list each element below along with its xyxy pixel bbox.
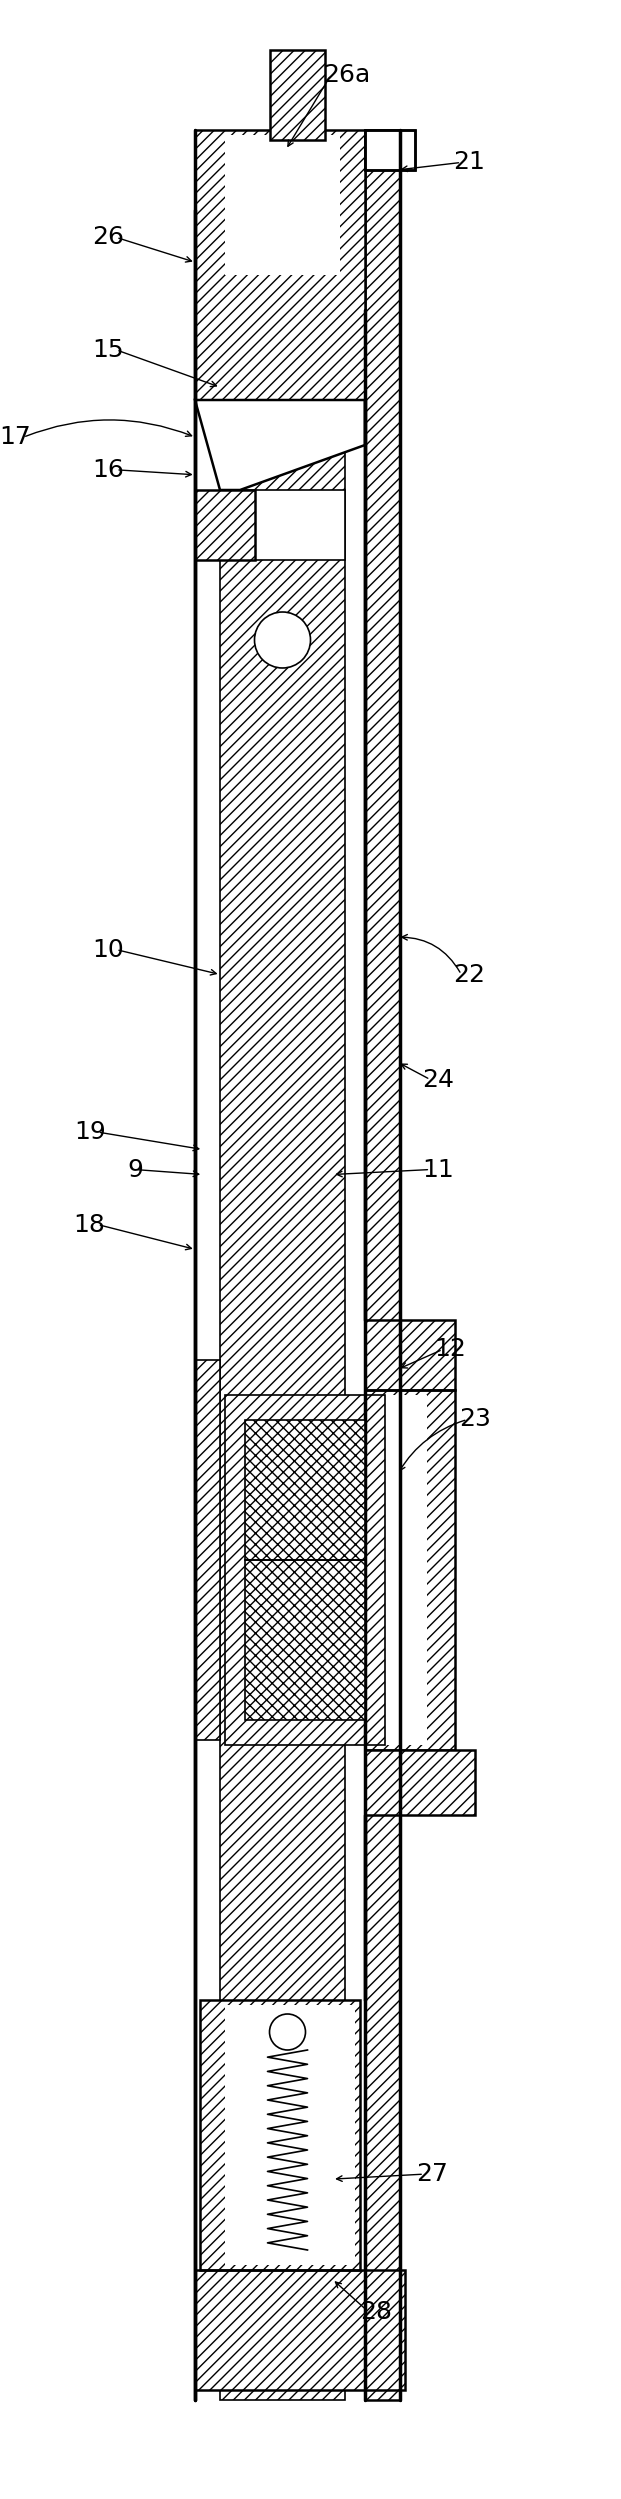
Text: 9: 9 xyxy=(127,1157,143,1182)
Bar xyxy=(365,1389,455,1749)
Bar xyxy=(245,1559,365,1719)
Text: 23: 23 xyxy=(460,1407,491,1432)
Text: 16: 16 xyxy=(93,457,124,482)
Bar xyxy=(365,130,400,2399)
Bar xyxy=(365,1319,455,1389)
Text: 18: 18 xyxy=(74,1212,106,1237)
Bar xyxy=(270,50,325,140)
Polygon shape xyxy=(195,400,365,490)
Bar xyxy=(365,130,415,170)
Text: 28: 28 xyxy=(360,2299,392,2324)
Bar xyxy=(200,1999,360,2269)
Bar xyxy=(245,1419,365,1559)
Bar xyxy=(365,1319,455,1389)
Bar xyxy=(195,1359,220,1739)
Bar xyxy=(225,1394,385,1744)
Bar xyxy=(225,2004,355,2264)
Bar xyxy=(365,1389,455,1749)
Text: 17: 17 xyxy=(0,425,31,450)
Text: 22: 22 xyxy=(453,962,486,987)
Bar xyxy=(367,1394,427,1744)
Text: 12: 12 xyxy=(435,1337,466,1362)
Text: 19: 19 xyxy=(74,1120,106,1145)
Bar xyxy=(365,130,415,170)
Circle shape xyxy=(270,2014,306,2049)
Bar xyxy=(365,1749,475,1814)
Bar xyxy=(195,130,365,400)
Bar xyxy=(225,1394,385,1744)
Bar xyxy=(195,2269,405,2389)
Bar xyxy=(245,1419,365,1559)
Text: 24: 24 xyxy=(422,1067,455,1092)
Bar xyxy=(245,1419,345,1719)
Circle shape xyxy=(255,612,310,667)
Bar xyxy=(195,2269,405,2389)
Bar xyxy=(365,130,400,2399)
Bar xyxy=(195,490,255,560)
Bar xyxy=(245,1559,365,1719)
Text: 26a: 26a xyxy=(323,62,370,87)
Bar xyxy=(365,1749,475,1814)
Text: 27: 27 xyxy=(416,2162,448,2187)
Text: 21: 21 xyxy=(453,150,485,175)
Bar xyxy=(225,135,340,275)
Bar xyxy=(200,1999,360,2269)
Bar xyxy=(195,490,255,560)
Bar xyxy=(195,1359,220,1739)
Text: 11: 11 xyxy=(422,1157,454,1182)
Bar xyxy=(195,130,365,400)
Text: 10: 10 xyxy=(93,937,124,962)
Polygon shape xyxy=(195,400,365,490)
Text: 26: 26 xyxy=(92,225,124,250)
Bar xyxy=(220,260,345,2399)
Bar xyxy=(220,490,345,560)
Text: 15: 15 xyxy=(93,337,124,362)
Bar xyxy=(365,130,415,170)
Bar xyxy=(270,50,325,140)
Bar xyxy=(220,260,345,2399)
